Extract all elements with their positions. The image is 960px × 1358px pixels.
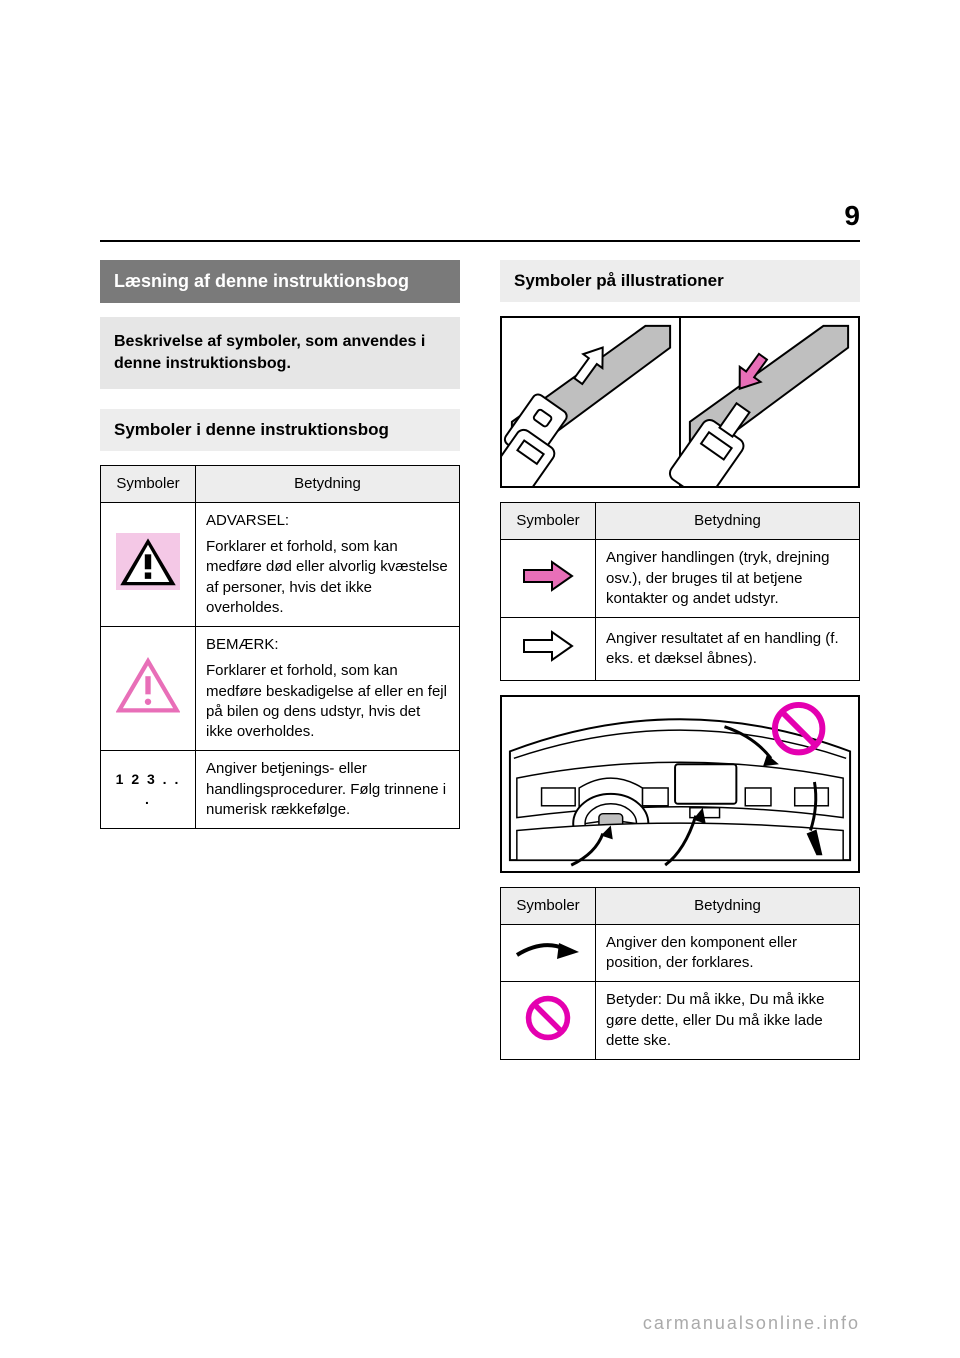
table-row: Angiver resultatet af en handling (f. ek… bbox=[501, 618, 860, 681]
table-row: Betyder: Du må ikke, Du må ikke gøre det… bbox=[501, 982, 860, 1060]
table-row: 1 2 3 . . . Angiver betjenings- eller ha… bbox=[101, 751, 460, 829]
action-arrow-icon bbox=[501, 540, 596, 618]
result-arrow-icon bbox=[501, 618, 596, 681]
notice-icon bbox=[101, 627, 196, 751]
col-header-symbols: Symboler bbox=[101, 465, 196, 502]
col-header-meaning: Betydning bbox=[196, 465, 460, 502]
notice-body: Forklarer et forhold, som kan medføre be… bbox=[206, 662, 447, 740]
intro-box: Beskrivelse af symboler, som anvendes i … bbox=[100, 317, 460, 388]
left-column: Læsning af denne instruktionsbog Beskriv… bbox=[100, 260, 460, 1060]
symbol-table-1: Symboler Betydning ADVARSE bbox=[100, 465, 460, 830]
notice-lead: BEMÆRK: bbox=[206, 635, 449, 655]
warning-body: Forklarer et forhold, som kan medføre dø… bbox=[206, 538, 448, 616]
steps-icon: 1 2 3 . . . bbox=[101, 751, 196, 829]
pointer-arrow-icon bbox=[501, 924, 596, 982]
table-row: BEMÆRK: Forklarer et forhold, som kan me… bbox=[101, 627, 460, 751]
col-header-symbols: Symboler bbox=[501, 503, 596, 540]
dashboard-illustration bbox=[500, 695, 860, 872]
action-arrow-text: Angiver handlingen (tryk, drejning osv.)… bbox=[596, 540, 860, 618]
subsection1-title: Symboler i denne instruktionsbog bbox=[100, 409, 460, 451]
subsection2-title: Symboler på illustrationer bbox=[500, 260, 860, 302]
content-columns: Læsning af denne instruktionsbog Beskriv… bbox=[100, 260, 860, 1060]
col-header-meaning: Betydning bbox=[596, 887, 860, 924]
table-row: ADVARSEL: Forklarer et forhold, som kan … bbox=[101, 502, 460, 626]
header-rule bbox=[100, 240, 860, 242]
section-title: Læsning af denne instruktionsbog bbox=[100, 260, 460, 303]
table-header-row: Symboler Betydning bbox=[501, 887, 860, 924]
table-header-row: Symboler Betydning bbox=[501, 503, 860, 540]
prohibit-icon bbox=[501, 982, 596, 1060]
notice-text: BEMÆRK: Forklarer et forhold, som kan me… bbox=[196, 627, 460, 751]
steps-text: Angiver betjenings- eller handlingsproce… bbox=[196, 751, 460, 829]
footer-watermark: carmanualsonline.info bbox=[643, 1313, 860, 1334]
warning-icon bbox=[101, 502, 196, 626]
seatbelt-illustration bbox=[500, 316, 860, 488]
prohibit-text: Betyder: Du må ikke, Du må ikke gøre det… bbox=[596, 982, 860, 1060]
table-row: Angiver den komponent eller position, de… bbox=[501, 924, 860, 982]
warning-lead: ADVARSEL: bbox=[206, 511, 449, 531]
table-header-row: Symboler Betydning bbox=[101, 465, 460, 502]
page-number: 9 bbox=[844, 200, 860, 232]
steps-label: 1 2 3 . . . bbox=[116, 771, 181, 807]
symbol-table-2: Symboler Betydning Angiver handlingen (t… bbox=[500, 502, 860, 681]
symbol-table-3: Symboler Betydning Angiver den komponent… bbox=[500, 887, 860, 1061]
col-header-meaning: Betydning bbox=[596, 503, 860, 540]
table-row: Angiver handlingen (tryk, drejning osv.)… bbox=[501, 540, 860, 618]
warning-text: ADVARSEL: Forklarer et forhold, som kan … bbox=[196, 502, 460, 626]
pointer-arrow-text: Angiver den komponent eller position, de… bbox=[596, 924, 860, 982]
page: 9 Læsning af denne instruktionsbog Beskr… bbox=[0, 0, 960, 1358]
result-arrow-text: Angiver resultatet af en handling (f. ek… bbox=[596, 618, 860, 681]
right-column: Symboler på illustrationer bbox=[500, 260, 860, 1060]
col-header-symbols: Symboler bbox=[501, 887, 596, 924]
